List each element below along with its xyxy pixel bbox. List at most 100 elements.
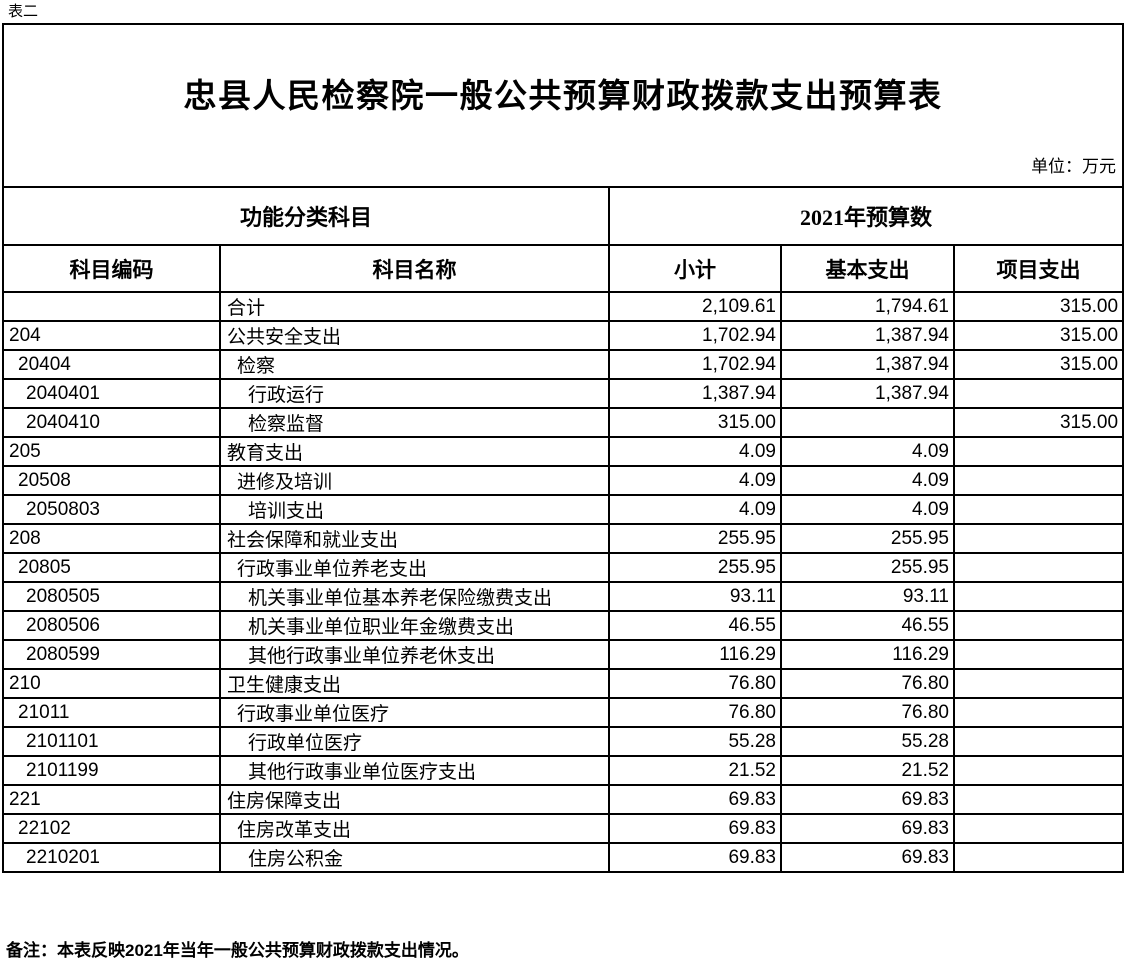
basic-cell: 93.11: [780, 581, 955, 612]
code-cell: 21011: [2, 697, 221, 728]
basic-cell: 4.09: [780, 436, 955, 467]
subtotal-cell: 69.83: [608, 784, 782, 815]
name-cell: 公共安全支出: [219, 320, 610, 351]
project-cell: [952, 436, 1124, 467]
table-row: 2080506 机关事业单位职业年金缴费支出 46.55 46.55: [2, 610, 1124, 641]
name-cell: 检察监督: [219, 407, 610, 438]
header-budget-2021: 2021年预算数: [607, 186, 1124, 246]
name-cell: 住房保障支出: [219, 784, 610, 815]
subtotal-cell: 255.95: [608, 552, 782, 583]
project-cell: [952, 523, 1124, 554]
basic-cell: 76.80: [780, 668, 955, 699]
code-cell: 2101101: [2, 726, 221, 757]
col-header-subject-name: 科目名称: [219, 244, 610, 293]
code-cell: 20805: [2, 552, 221, 583]
project-cell: [952, 465, 1124, 496]
name-cell: 机关事业单位基本养老保险缴费支出: [219, 581, 610, 612]
subtotal-cell: 1,702.94: [608, 320, 782, 351]
table-row: 210 卫生健康支出 76.80 76.80: [2, 668, 1124, 699]
basic-cell: 55.28: [780, 726, 955, 757]
project-cell: [952, 581, 1124, 612]
basic-cell: 69.83: [780, 813, 955, 844]
subtotal-cell: 1,702.94: [608, 349, 782, 380]
budget-table-head: 忠县人民检察院一般公共预算财政拨款支出预算表 单位：万元 功能分类科目 2021…: [1, 23, 1124, 293]
table-row: 2040410 检察监督 315.00 315.00: [2, 407, 1124, 438]
code-cell: 2080505: [2, 581, 221, 612]
project-cell: 315.00: [952, 320, 1124, 351]
name-cell: 教育支出: [219, 436, 610, 467]
name-cell: 行政事业单位养老支出: [219, 552, 610, 583]
basic-cell: 255.95: [780, 523, 955, 554]
code-cell: [2, 291, 221, 322]
basic-cell: 4.09: [780, 465, 955, 496]
basic-cell: 69.83: [780, 842, 955, 873]
budget-table: 忠县人民检察院一般公共预算财政拨款支出预算表 单位：万元 功能分类科目 2021…: [1, 23, 1124, 873]
title-cell: 忠县人民检察院一般公共预算财政拨款支出预算表 单位：万元: [1, 23, 1124, 188]
subtotal-cell: 69.83: [608, 813, 782, 844]
budget-table-body: 合计 2,109.61 1,794.61 315.00 204 公共安全支出 1…: [2, 291, 1124, 873]
table-row: 208 社会保障和就业支出 255.95 255.95: [2, 523, 1124, 554]
subtotal-cell: 69.83: [608, 842, 782, 873]
code-cell: 22102: [2, 813, 221, 844]
code-cell: 208: [2, 523, 221, 554]
basic-cell: 69.83: [780, 784, 955, 815]
code-cell: 20508: [2, 465, 221, 496]
code-cell: 20404: [2, 349, 221, 380]
unit-label: 单位：万元: [1031, 157, 1117, 176]
table-row: 2080599 其他行政事业单位养老休支出 116.29 116.29: [2, 639, 1124, 670]
name-cell: 进修及培训: [219, 465, 610, 496]
name-cell: 其他行政事业单位医疗支出: [219, 755, 610, 786]
subtotal-cell: 21.52: [608, 755, 782, 786]
basic-cell: 21.52: [780, 755, 955, 786]
code-cell: 2040401: [2, 378, 221, 409]
col-header-project-expenditure: 项目支出: [952, 244, 1124, 293]
basic-cell: 1,387.94: [780, 320, 955, 351]
code-cell: 204: [2, 320, 221, 351]
table-row: 2101199 其他行政事业单位医疗支出 21.52 21.52: [2, 755, 1124, 786]
name-cell: 其他行政事业单位养老休支出: [219, 639, 610, 670]
code-cell: 2210201: [2, 842, 221, 873]
project-cell: [952, 494, 1124, 525]
col-header-basic-expenditure: 基本支出: [780, 244, 955, 293]
basic-cell: 116.29: [780, 639, 955, 670]
footnote: 备注：本表反映2021年当年一般公共预算财政拨款支出情况。: [6, 941, 469, 960]
code-cell: 210: [2, 668, 221, 699]
name-cell: 行政单位医疗: [219, 726, 610, 757]
subtotal-cell: 315.00: [608, 407, 782, 438]
project-cell: [952, 378, 1124, 409]
project-cell: 315.00: [952, 407, 1124, 438]
name-cell: 住房改革支出: [219, 813, 610, 844]
basic-cell: 255.95: [780, 552, 955, 583]
table-row: 221 住房保障支出 69.83 69.83: [2, 784, 1124, 815]
subtotal-cell: 1,387.94: [608, 378, 782, 409]
header-function-category: 功能分类科目: [2, 186, 610, 246]
code-cell: 2080506: [2, 610, 221, 641]
project-cell: [952, 813, 1124, 844]
code-cell: 205: [2, 436, 221, 467]
table-row: 2050803 培训支出 4.09 4.09: [2, 494, 1124, 525]
name-cell: 培训支出: [219, 494, 610, 525]
basic-cell: 76.80: [780, 697, 955, 728]
code-cell: 2040410: [2, 407, 221, 438]
page-title: 忠县人民检察院一般公共预算财政拨款支出预算表: [183, 79, 943, 115]
basic-cell: [780, 407, 955, 438]
project-cell: [952, 784, 1124, 815]
subtotal-cell: 4.09: [608, 465, 782, 496]
project-cell: 315.00: [952, 291, 1124, 322]
table-row: 21011 行政事业单位医疗 76.80 76.80: [2, 697, 1124, 728]
basic-cell: 1,387.94: [780, 349, 955, 380]
subtotal-cell: 4.09: [608, 436, 782, 467]
name-cell: 行政运行: [219, 378, 610, 409]
subtotal-cell: 93.11: [608, 581, 782, 612]
table-row: 合计 2,109.61 1,794.61 315.00: [2, 291, 1124, 322]
code-cell: 221: [2, 784, 221, 815]
table-row: 205 教育支出 4.09 4.09: [2, 436, 1124, 467]
table-row: 20404 检察 1,702.94 1,387.94 315.00: [2, 349, 1124, 380]
project-cell: [952, 552, 1124, 583]
table-label: 表二: [8, 4, 39, 20]
name-cell: 机关事业单位职业年金缴费支出: [219, 610, 610, 641]
col-header-subject-code: 科目编码: [2, 244, 221, 293]
subtotal-cell: 116.29: [608, 639, 782, 670]
subtotal-cell: 76.80: [608, 668, 782, 699]
table-row: 2040401 行政运行 1,387.94 1,387.94: [2, 378, 1124, 409]
